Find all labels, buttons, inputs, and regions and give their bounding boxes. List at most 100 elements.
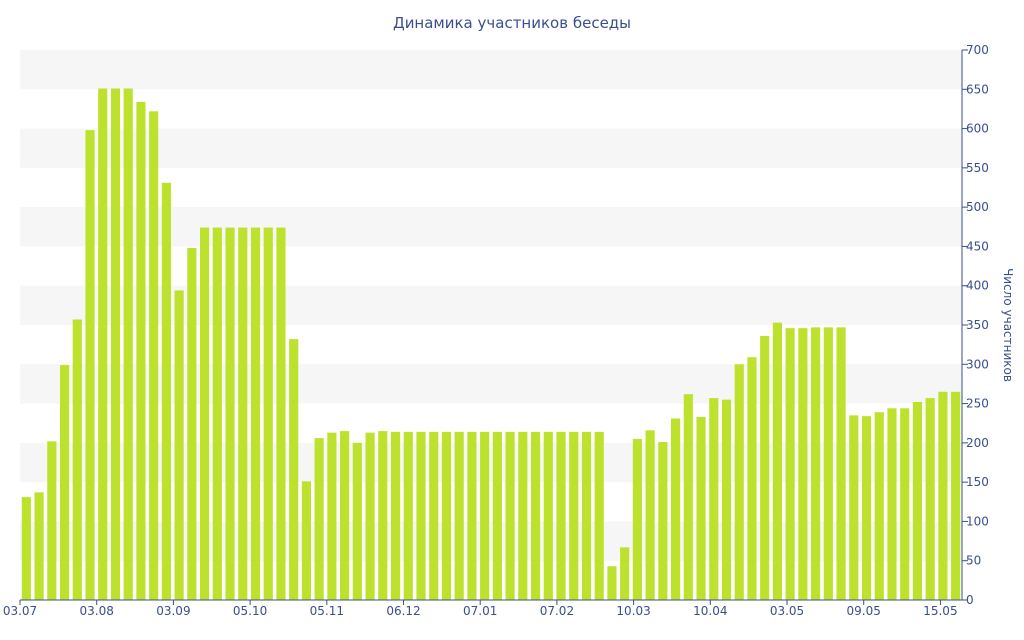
bar[interactable]: [632, 438, 642, 600]
grid-band: [20, 364, 962, 404]
bar[interactable]: [594, 431, 604, 600]
x-tick-label: 07.02: [540, 604, 574, 618]
bar[interactable]: [849, 415, 859, 600]
chart-title: Динамика участников беседы: [393, 14, 631, 32]
bar[interactable]: [912, 402, 923, 600]
bar[interactable]: [836, 327, 846, 600]
bar[interactable]: [861, 416, 872, 600]
y-tick-label: 150: [966, 475, 989, 489]
grid-band: [20, 207, 962, 247]
y-tick-label: 300: [966, 357, 989, 371]
bar[interactable]: [327, 432, 337, 600]
y-tick-label: 500: [966, 200, 989, 214]
bar[interactable]: [225, 227, 235, 601]
bar[interactable]: [951, 391, 961, 600]
bar[interactable]: [161, 182, 171, 601]
y-axis-ticks: 0 50 100 150 200 250 300 350 400 450 500 550 600 650 7…: [962, 43, 989, 607]
bar[interactable]: [760, 336, 770, 600]
bar[interactable]: [174, 290, 184, 600]
bar[interactable]: [772, 322, 783, 600]
bar[interactable]: [581, 431, 592, 600]
bar[interactable]: [416, 431, 426, 600]
y-axis-title: Число участников: [1001, 268, 1015, 382]
bar[interactable]: [314, 438, 324, 600]
x-tick-label: 09.05: [847, 604, 881, 618]
bar[interactable]: [645, 430, 655, 600]
bar[interactable]: [98, 88, 108, 601]
bar[interactable]: [887, 408, 897, 600]
bar[interactable]: [747, 357, 757, 600]
bar[interactable]: [607, 566, 617, 600]
bar[interactable]: [785, 328, 795, 600]
bar[interactable]: [530, 431, 541, 600]
x-tick-label: 05.10: [233, 604, 267, 618]
bar[interactable]: [149, 111, 159, 601]
bar[interactable]: [441, 431, 452, 600]
bar[interactable]: [874, 412, 884, 600]
bar[interactable]: [378, 431, 388, 600]
bar[interactable]: [454, 431, 464, 600]
y-tick-label: 650: [966, 82, 989, 96]
bar[interactable]: [709, 398, 719, 600]
bar[interactable]: [569, 431, 579, 600]
bar[interactable]: [505, 431, 515, 600]
bar[interactable]: [429, 431, 439, 600]
bar[interactable]: [683, 394, 693, 600]
bar[interactable]: [390, 431, 401, 600]
x-tick-label: 03.08: [80, 604, 114, 618]
x-tick-label: 03.09: [156, 604, 190, 618]
grid-band: [20, 521, 962, 561]
bar[interactable]: [34, 492, 44, 600]
bar[interactable]: [199, 227, 210, 601]
bar[interactable]: [670, 418, 681, 601]
bar[interactable]: [110, 88, 121, 601]
bar[interactable]: [238, 227, 248, 601]
bars: [21, 88, 961, 601]
y-tick-label: 700: [966, 43, 989, 57]
bar[interactable]: [925, 398, 935, 600]
bar[interactable]: [492, 431, 502, 600]
bar[interactable]: [900, 408, 910, 600]
bar[interactable]: [823, 327, 833, 600]
bar[interactable]: [620, 547, 630, 600]
bar[interactable]: [518, 431, 528, 600]
bar[interactable]: [467, 431, 477, 600]
bar[interactable]: [212, 227, 222, 601]
bar[interactable]: [365, 432, 375, 600]
bar[interactable]: [352, 442, 362, 600]
bar[interactable]: [556, 431, 566, 600]
bar[interactable]: [85, 130, 95, 600]
x-tick-label: 06.12: [386, 604, 420, 618]
x-tick-label: 03.07: [3, 604, 37, 618]
bar[interactable]: [47, 441, 57, 600]
grid-band: [20, 50, 962, 90]
bar[interactable]: [811, 327, 821, 600]
bar[interactable]: [21, 497, 31, 600]
bar[interactable]: [696, 416, 706, 600]
bar[interactable]: [276, 227, 286, 601]
bar[interactable]: [734, 364, 744, 600]
bar[interactable]: [938, 391, 948, 600]
y-tick-label: 250: [966, 397, 989, 411]
bar[interactable]: [250, 227, 261, 601]
bar[interactable]: [72, 319, 82, 601]
x-tick-label: 10.04: [693, 604, 727, 618]
bar[interactable]: [301, 481, 312, 600]
bar[interactable]: [721, 399, 732, 600]
bar[interactable]: [136, 101, 146, 600]
bar[interactable]: [340, 431, 350, 600]
bar[interactable]: [59, 365, 70, 600]
bar[interactable]: [289, 339, 299, 600]
y-tick-label: 550: [966, 161, 989, 175]
bar[interactable]: [480, 431, 490, 600]
bar[interactable]: [543, 431, 553, 600]
bar[interactable]: [187, 248, 197, 600]
bar[interactable]: [403, 431, 413, 600]
bar[interactable]: [263, 227, 273, 601]
y-tick-label: 100: [966, 514, 989, 528]
bar[interactable]: [123, 88, 133, 601]
bar[interactable]: [798, 328, 808, 600]
x-tick-label: 10.03: [616, 604, 650, 618]
bar[interactable]: [658, 442, 668, 600]
